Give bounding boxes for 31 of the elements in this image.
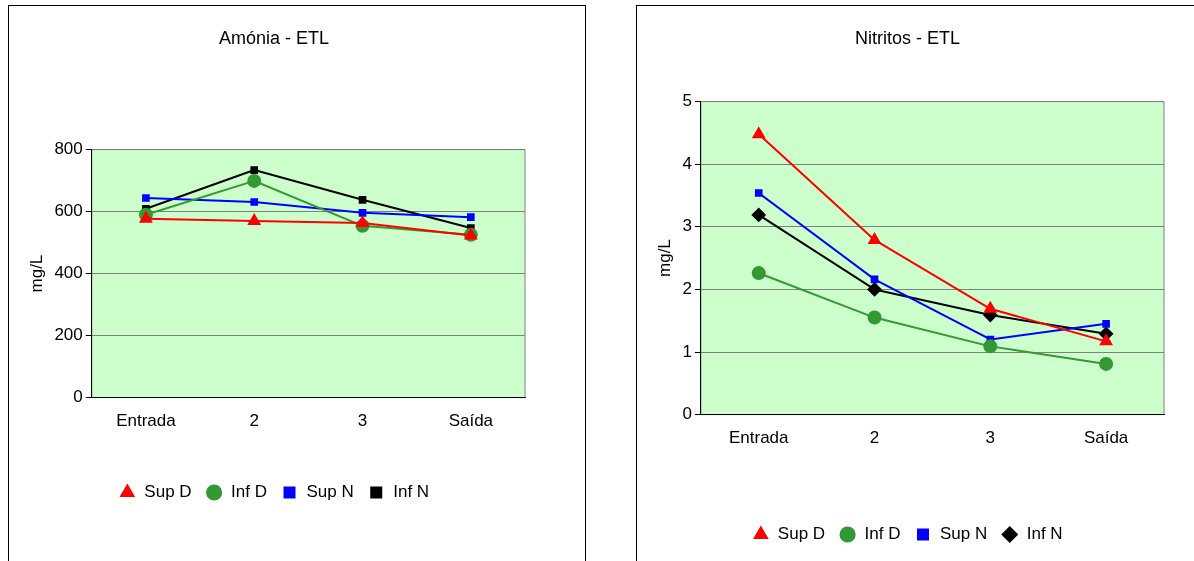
chart-title: Amónia - ETL	[218, 27, 330, 48]
legend-label: Sup N	[306, 482, 354, 502]
legend-label: Inf D	[231, 482, 268, 502]
y-tick-label: 400	[54, 263, 83, 283]
x-tick-label: Saída	[448, 411, 494, 431]
y-tick-label: 0	[73, 387, 83, 407]
x-tick-label: 2	[249, 411, 259, 431]
chart-title: Nitritos - ETL	[854, 27, 961, 48]
y-tick-label: 600	[54, 201, 83, 221]
x-tick-label: Saída	[1083, 428, 1129, 448]
x-tick-label: 3	[357, 411, 368, 431]
legend-label: Sup D	[144, 482, 192, 502]
y-tick-label: 4	[682, 153, 692, 173]
y-tick-label: 2	[682, 279, 692, 299]
y-tick-label: 0	[682, 404, 692, 424]
y-tick-label: 3	[682, 216, 692, 236]
y-axis-title: mg/L	[26, 254, 46, 293]
legend-label: Sup D	[777, 524, 826, 544]
x-tick-label: 2	[869, 428, 880, 448]
y-tick-label: 800	[54, 139, 83, 159]
x-tick-label: Entrada	[728, 428, 790, 448]
legend-label: Inf N	[1026, 524, 1063, 544]
y-tick-label: 1	[682, 341, 692, 361]
y-tick-label: 5	[682, 91, 692, 111]
y-tick-label: 200	[54, 325, 83, 345]
legend-label: Sup N	[940, 524, 988, 544]
legend-label: Inf D	[864, 524, 901, 544]
legend-label: Inf N	[393, 482, 430, 502]
y-axis-title: mg/L	[654, 239, 674, 277]
x-tick-label: 3	[985, 428, 996, 448]
x-tick-label: Entrada	[116, 411, 177, 431]
